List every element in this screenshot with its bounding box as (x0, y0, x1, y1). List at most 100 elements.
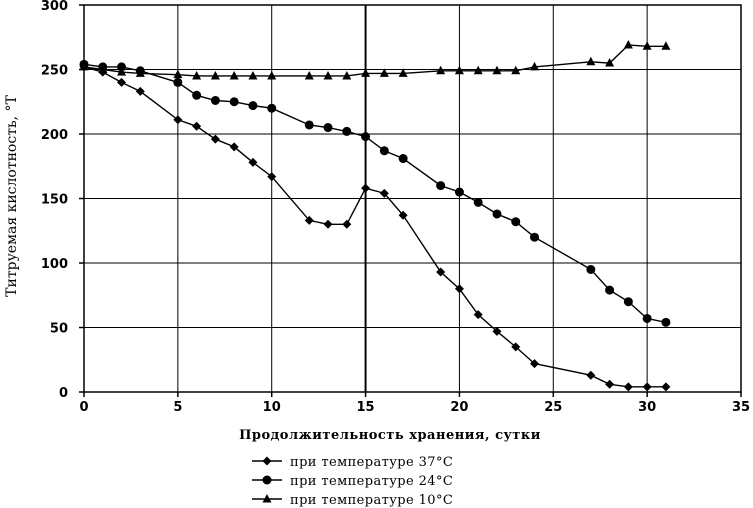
data-point (511, 65, 521, 75)
data-point (661, 317, 671, 327)
data-point (454, 65, 464, 75)
data-point (530, 61, 540, 71)
data-point (210, 95, 220, 105)
data-point (323, 123, 333, 133)
data-point (623, 382, 633, 392)
x-tick-label: 30 (638, 400, 656, 415)
data-point (473, 65, 483, 75)
data-point (323, 219, 333, 229)
data-point (492, 65, 502, 75)
data-point (642, 313, 652, 323)
legend-marker-diamond (262, 456, 272, 466)
data-point (192, 121, 202, 131)
y-axis-title: Титруемая кислотность, °Т (4, 95, 20, 297)
data-point (379, 146, 389, 156)
data-point (229, 142, 239, 152)
data-point (436, 267, 446, 277)
data-point (398, 154, 408, 164)
data-point (342, 126, 352, 136)
data-point (623, 39, 633, 49)
data-point (135, 68, 145, 77)
data-point (586, 264, 596, 274)
data-point (342, 70, 352, 80)
x-tick-label: 35 (732, 400, 750, 415)
data-point (530, 359, 540, 369)
legend-marker-circle (262, 475, 272, 485)
data-point (361, 68, 371, 77)
data-point (605, 58, 615, 67)
legend-item: при температуре 37°С (252, 455, 453, 470)
data-point (511, 217, 521, 227)
data-point (605, 379, 615, 389)
data-point (436, 181, 446, 191)
grid (83, 4, 742, 393)
data-point (454, 187, 464, 197)
data-point (173, 115, 183, 125)
data-point (210, 134, 220, 144)
legend-label: при температуре 37°С (290, 455, 453, 470)
data-point (192, 90, 202, 100)
data-point (117, 77, 127, 87)
legend: при температуре 37°С при температуре 24°… (252, 455, 453, 508)
data-point (398, 210, 408, 220)
series-line (83, 63, 667, 323)
data-point (267, 103, 277, 113)
data-point (229, 70, 239, 80)
y-tick-label: 150 (41, 193, 68, 208)
data-point (436, 65, 446, 75)
data-point (454, 284, 464, 294)
x-tick-label: 0 (79, 400, 88, 415)
data-point (361, 132, 371, 142)
data-point (661, 41, 671, 50)
data-point (173, 69, 183, 79)
x-axis-title: Продолжительность хранения, сутки (239, 428, 541, 443)
y-tick-label: 300 (41, 0, 68, 14)
legend-marker (262, 475, 272, 485)
data-point (248, 101, 258, 111)
data-point (605, 285, 615, 295)
x-tick-label: 25 (544, 400, 562, 415)
data-point (511, 342, 521, 352)
data-point (642, 41, 652, 50)
x-tick-label: 15 (357, 400, 375, 415)
y-tick-label: 0 (59, 386, 68, 401)
data-point (530, 232, 540, 242)
legend-marker (262, 494, 272, 503)
series-diamond (79, 62, 671, 392)
x-tick-label: 20 (450, 400, 468, 415)
axes (79, 4, 742, 397)
data-point (398, 68, 408, 77)
data-point (661, 382, 671, 392)
data-point (492, 326, 502, 336)
x-tick-label: 10 (263, 400, 281, 415)
data-point (267, 172, 277, 182)
legend-item: при температуре 24°С (252, 474, 453, 489)
data-point (473, 310, 483, 320)
data-point (117, 67, 127, 76)
series-circle (79, 59, 671, 327)
data-point (248, 157, 258, 167)
y-tick-label: 50 (50, 322, 68, 337)
data-point (117, 62, 127, 72)
data-point (361, 183, 371, 193)
data-point (586, 56, 596, 66)
data-point (98, 64, 108, 73)
data-point (473, 197, 483, 207)
y-tick-label: 250 (41, 64, 68, 79)
data-point (248, 70, 258, 80)
data-point (642, 382, 652, 392)
data-point (135, 86, 145, 96)
data-point (379, 188, 389, 198)
x-tick-labels: 0 5 10 15 20 25 30 35 (79, 400, 750, 415)
series-triangle (79, 39, 671, 80)
y-tick-labels: 0 50 100 150 200 250 300 (41, 0, 68, 401)
y-tick-label: 100 (41, 257, 68, 272)
y-tick-label: 200 (41, 128, 68, 143)
legend-label: при температуре 10°С (290, 493, 453, 508)
legend-item: при температуре 10°С (252, 493, 453, 508)
legend-marker-triangle (262, 494, 272, 503)
data-point (304, 70, 314, 80)
data-point (379, 68, 389, 77)
legend-marker (262, 456, 272, 466)
